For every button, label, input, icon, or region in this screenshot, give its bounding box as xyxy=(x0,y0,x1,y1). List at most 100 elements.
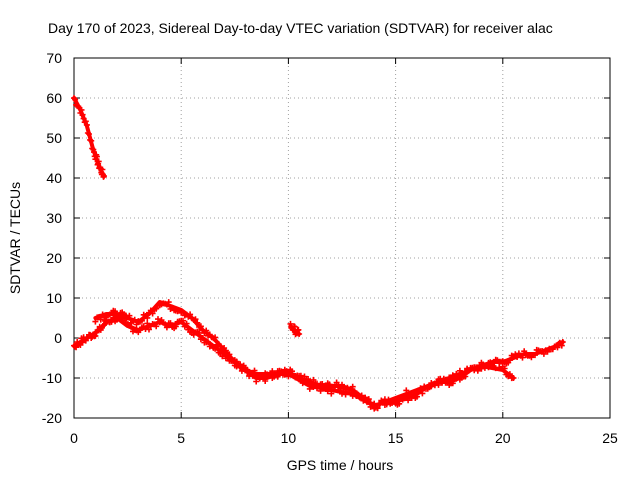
y-tick-label: 20 xyxy=(46,250,62,266)
data-point xyxy=(378,398,385,405)
data-point xyxy=(199,335,206,341)
data-point xyxy=(92,318,99,325)
y-tick-label: 50 xyxy=(46,130,62,146)
x-tick-label: 25 xyxy=(602,430,618,446)
data-point xyxy=(540,350,547,357)
data-point xyxy=(88,137,95,144)
data-point xyxy=(301,373,308,380)
data-point xyxy=(138,317,145,324)
data-point xyxy=(149,310,156,317)
data-point xyxy=(360,397,367,404)
data-point xyxy=(162,321,169,328)
data-point xyxy=(460,371,467,378)
y-axis-label: SDTVAR / TECUs xyxy=(7,182,23,294)
data-point xyxy=(349,383,356,390)
data-point xyxy=(260,373,267,380)
data-point xyxy=(133,321,140,328)
data-point xyxy=(532,352,538,359)
data-point xyxy=(428,383,435,390)
data-point xyxy=(435,381,442,388)
data-point xyxy=(155,316,161,323)
y-tick-label: 0 xyxy=(54,330,62,346)
plot-frame xyxy=(73,57,611,419)
data-point xyxy=(396,396,403,402)
data-point xyxy=(196,329,203,336)
data-point xyxy=(356,394,363,400)
data-point xyxy=(192,316,199,323)
data-point xyxy=(399,393,406,400)
data-point xyxy=(262,378,269,384)
y-tick-label: -20 xyxy=(42,410,62,426)
data-point xyxy=(112,308,119,315)
data-point xyxy=(421,383,428,390)
data-point xyxy=(558,342,565,349)
data-point xyxy=(86,131,92,137)
data-point xyxy=(99,323,106,329)
data-point xyxy=(203,327,210,334)
x-tick-label: 15 xyxy=(388,430,404,446)
data-point xyxy=(342,391,349,398)
data-point xyxy=(392,398,399,405)
data-point xyxy=(93,153,100,160)
x-tick-label: 10 xyxy=(281,430,297,446)
data-point xyxy=(453,370,460,377)
data-point xyxy=(367,403,374,410)
data-point xyxy=(180,317,186,324)
data-point xyxy=(131,316,138,323)
data-point xyxy=(89,145,96,152)
data-point xyxy=(72,96,79,103)
data-point xyxy=(126,312,133,319)
data-point xyxy=(317,387,324,394)
y-tick-label: 40 xyxy=(46,170,62,186)
data-point xyxy=(328,390,335,397)
data-point xyxy=(431,380,438,387)
data-point xyxy=(146,326,152,333)
data-point xyxy=(419,390,426,397)
data-point xyxy=(385,396,392,403)
data-point xyxy=(226,351,233,358)
data-point xyxy=(237,364,244,371)
data-point xyxy=(449,372,456,379)
data-point xyxy=(183,320,190,327)
data-point xyxy=(417,385,424,392)
data-point xyxy=(79,111,86,118)
data-point xyxy=(97,316,104,323)
data-point xyxy=(167,320,174,327)
data-point xyxy=(153,305,160,312)
data-point xyxy=(267,370,274,377)
x-tick-label: 0 xyxy=(70,430,78,446)
data-point xyxy=(449,380,456,387)
x-tick-label: 20 xyxy=(495,430,511,446)
data-point xyxy=(197,323,204,330)
data-point xyxy=(519,354,526,361)
data-point xyxy=(144,320,151,327)
data-point xyxy=(84,130,91,136)
series-short-segment xyxy=(287,320,303,338)
data-point xyxy=(406,393,413,400)
data-point xyxy=(95,158,102,165)
data-point xyxy=(163,324,170,331)
data-point xyxy=(467,365,474,372)
data-point xyxy=(253,378,260,385)
data-point xyxy=(314,385,320,392)
y-tick-label: 60 xyxy=(46,90,62,106)
data-point xyxy=(346,387,353,394)
tick-layer: 0 5 10 15 20 25 -20 -10 0 10 20 30 40 50 60 70 xyxy=(42,50,618,446)
data-point xyxy=(244,369,251,376)
data-point xyxy=(187,311,194,318)
data-point xyxy=(231,357,238,364)
data-point xyxy=(514,354,521,360)
y-tick-label: 10 xyxy=(46,290,62,306)
data-point xyxy=(326,381,333,388)
data-point xyxy=(324,388,331,395)
data-point xyxy=(296,331,303,337)
data-point xyxy=(144,314,151,321)
data-point xyxy=(510,375,517,381)
data-point xyxy=(501,365,508,372)
data-point xyxy=(305,376,312,382)
data-point xyxy=(414,389,420,395)
data-point xyxy=(289,370,295,377)
data-point xyxy=(87,136,94,143)
data-point xyxy=(490,359,497,366)
